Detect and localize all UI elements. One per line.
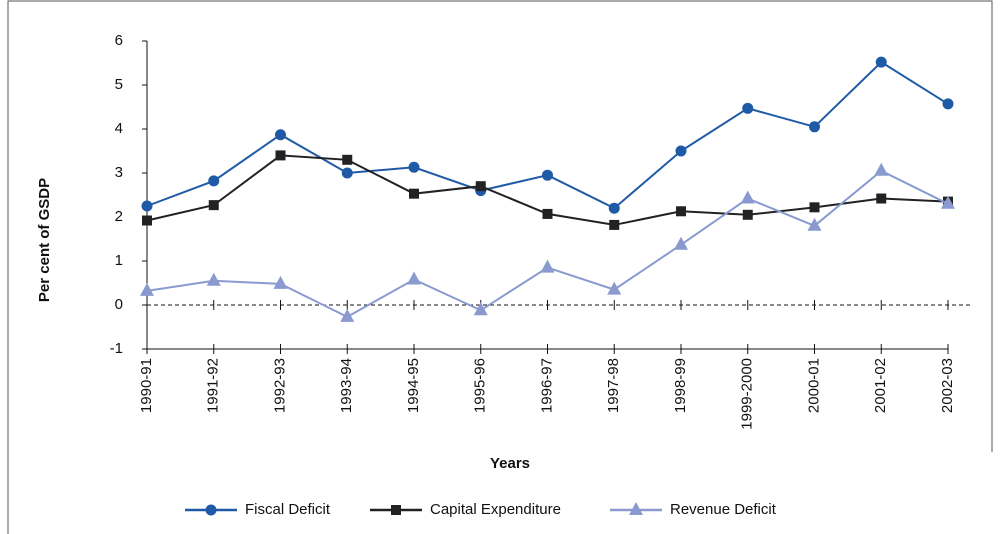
legend-label: Revenue Deficit [670,501,777,518]
legend-label: Capital Expenditure [430,501,561,518]
legend-label: Fiscal Deficit [245,501,331,518]
point [341,167,353,179]
y-tick-label: 2 [115,208,123,225]
point [407,271,421,285]
point [273,275,288,289]
point [676,206,686,217]
point [208,200,219,211]
point [809,121,820,133]
point [408,161,420,173]
x-axis-label: Years [490,455,530,472]
point [475,181,486,192]
point [206,272,221,286]
x-tick-label: 1998-99 [672,358,689,413]
x-tick-label: 1991-92 [205,358,222,413]
point [607,281,622,295]
point [542,208,553,219]
x-tick-label: 2000-01 [805,358,822,413]
point [208,175,220,187]
point [342,154,353,165]
y-tick-label: 0 [115,296,123,313]
legend-marker [629,502,643,515]
x-tick-label: 1994-95 [405,358,422,413]
point [876,193,887,204]
point [542,169,553,181]
x-tick-label: 1996-97 [538,358,555,413]
point [340,308,355,322]
y-axis-label: Per cent of GSDP [36,178,53,302]
point [473,302,488,316]
x-tick-label: 1995-96 [472,358,489,413]
y-tick-label: 6 [115,32,123,49]
point [609,219,620,230]
point [409,188,419,199]
y-tick-label: -1 [110,340,123,357]
point [140,282,154,296]
point [809,202,820,213]
point [540,259,555,273]
point [275,129,286,141]
point [742,209,753,220]
point [742,102,754,114]
legend-marker [391,505,401,515]
point [941,195,955,209]
x-tick-label: 1992-93 [271,358,288,413]
point [875,56,887,68]
point [675,145,687,157]
y-tick-label: 4 [115,120,123,137]
x-tick-label: 1997-98 [605,358,622,413]
series-line [146,169,949,319]
point [942,98,954,110]
x-tick-label: 2001-02 [872,358,889,413]
y-tick-label: 1 [115,252,123,269]
frame [7,0,993,534]
point [874,162,889,176]
series-line [146,60,949,210]
y-tick-label: 5 [115,76,123,93]
point [807,217,822,231]
point [674,236,688,250]
x-tick-label: 2002-03 [939,358,956,413]
x-tick-label: 1993-94 [338,358,355,413]
point [275,150,286,161]
point [608,202,620,214]
point [141,200,153,212]
point [142,215,152,226]
point [740,190,755,204]
x-tick-label: 1999-2000 [739,358,756,430]
legend-marker [205,504,217,516]
x-tick-label: 1990-91 [138,358,155,413]
y-tick-label: 3 [115,164,123,181]
